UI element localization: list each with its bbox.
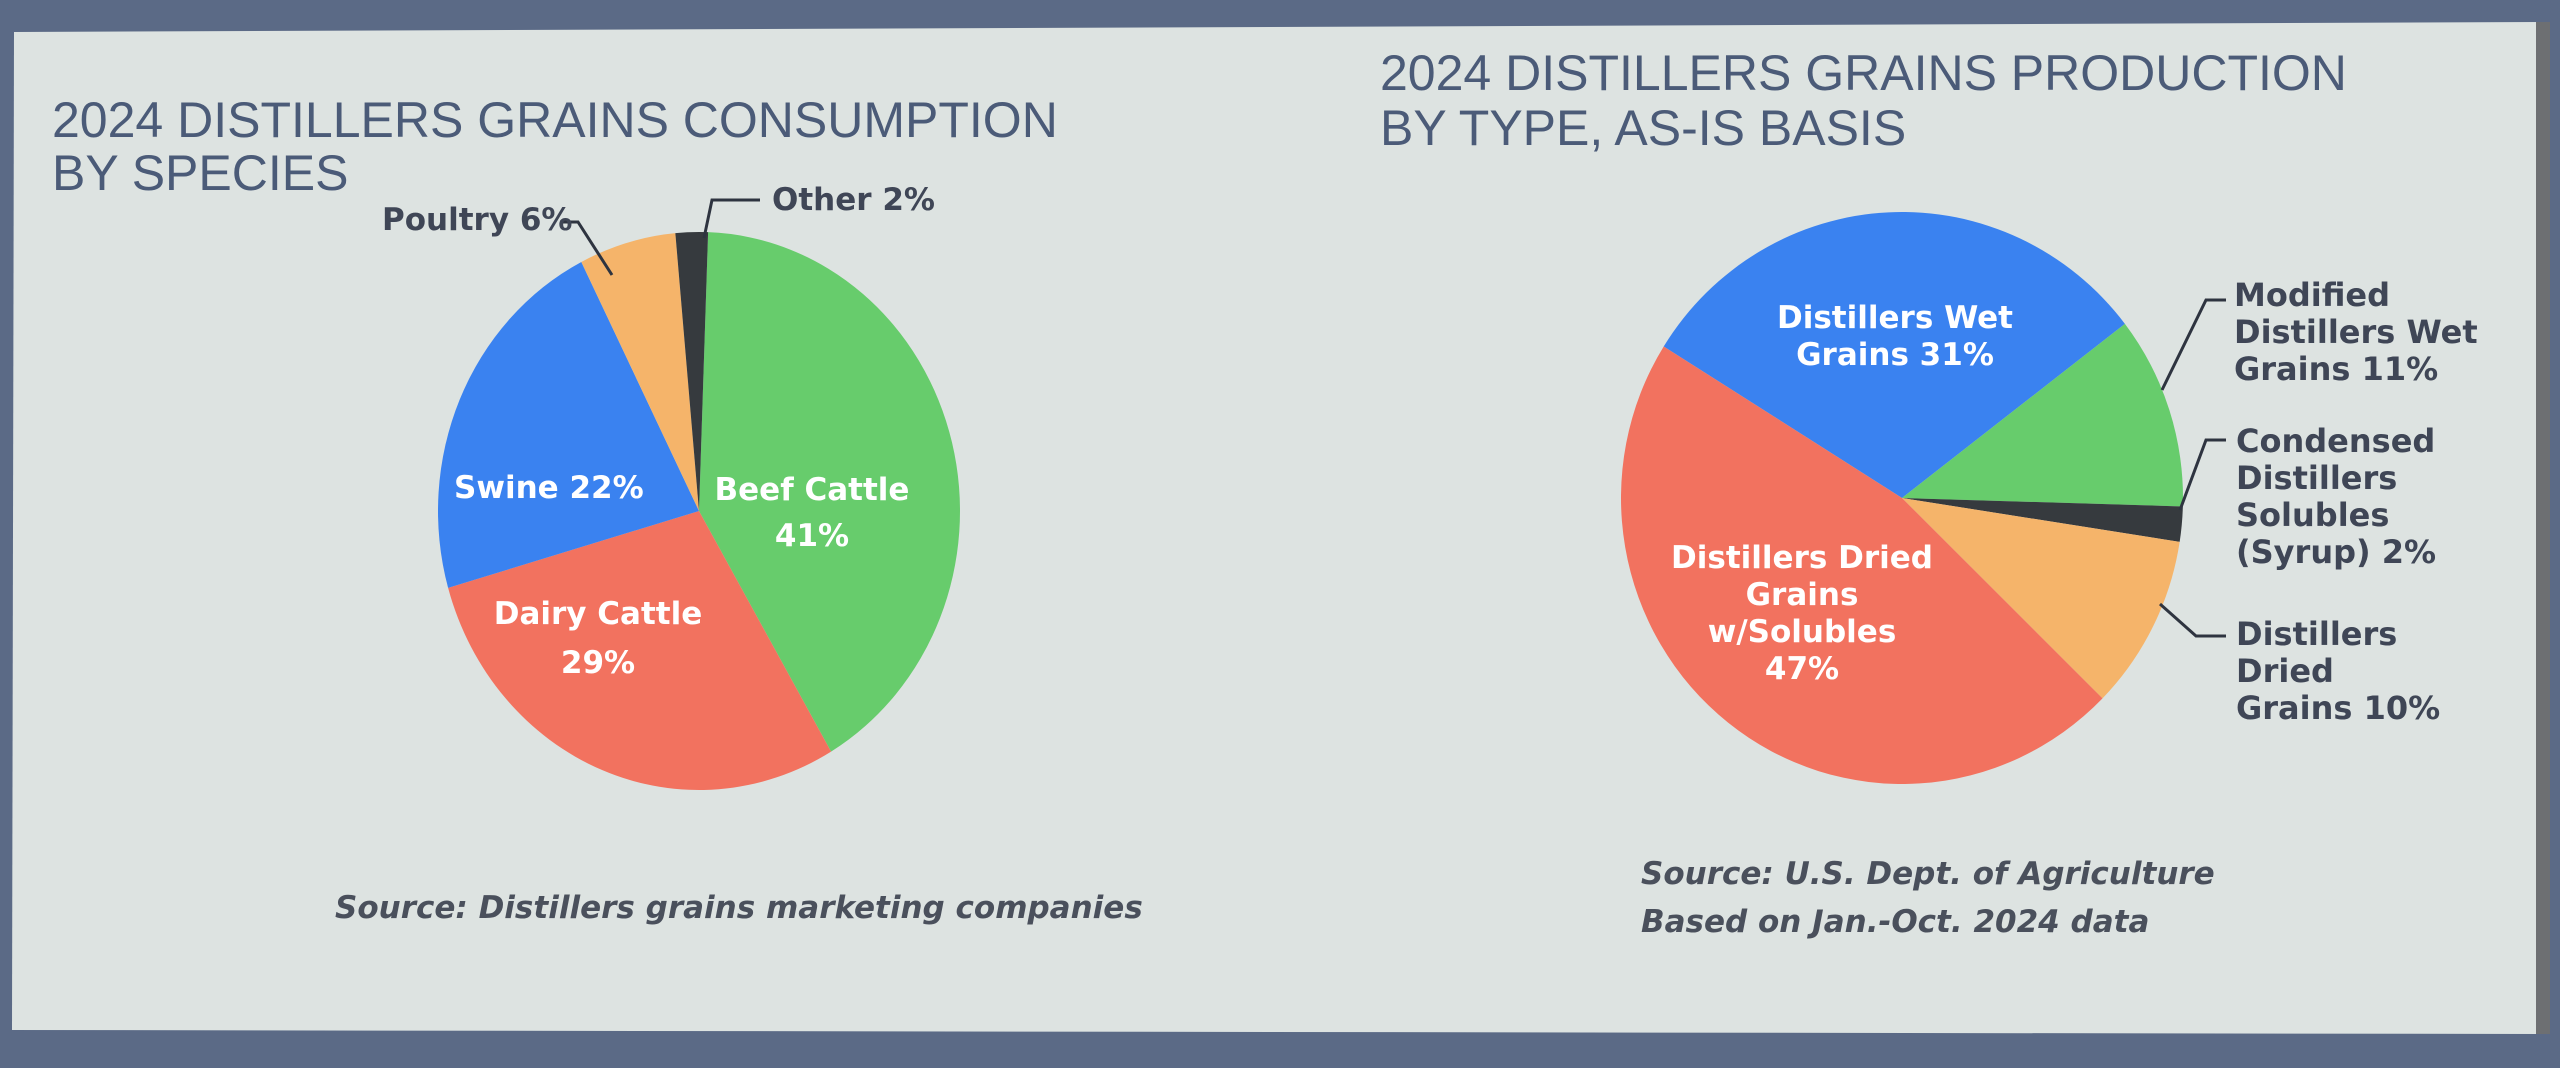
dried-grains-leader-line: [2159, 602, 2226, 638]
consumption-chart: 2024 DISTILLERS GRAINS CONSUMPTION BY SP…: [52, 92, 1143, 926]
pie-slice-distillers-dried-grains-with-solubles: [1620, 346, 2103, 785]
source-note-line-1: Source: U.S. Dept. of Agriculture: [1641, 856, 2215, 892]
label-dairy-cattle: Dairy Cattle: [494, 596, 703, 632]
consumption-pie: [438, 232, 960, 790]
label-condensed-distillers-solubles-line: Condensed: [2236, 422, 2435, 460]
syrup-leader-line: [2178, 438, 2226, 511]
production-chart: 2024 DISTILLERS GRAINS PRODUCTION BY TYP…: [1380, 45, 2478, 940]
label-distillers-dried-grains-with-solubles-line: Grains: [1746, 577, 1859, 613]
other-leader-line: [702, 198, 760, 239]
pie-slice-beef-cattle: [699, 232, 960, 752]
label-dairy-cattle-pct: 29%: [561, 645, 635, 681]
pie-slice-distillers-wet-grains: [1663, 211, 2125, 498]
pie-slice-modified-distillers-wet-grains: [1902, 323, 2184, 507]
label-condensed-distillers-solubles-line: Distillers: [2236, 459, 2397, 497]
chart-title-line-1: 2024 DISTILLERS GRAINS PRODUCTION: [1380, 45, 2347, 101]
chart-title-line-1: 2024 DISTILLERS GRAINS CONSUMPTION: [52, 92, 1058, 148]
label-other: Other 2%: [772, 182, 935, 218]
poultry-leader-line: [560, 220, 614, 276]
label-distillers-wet-grains-line: Distillers Wet: [1777, 300, 2013, 336]
modified-wet-leader-line: [2160, 298, 2226, 391]
label-distillers-dried-grains-with-solubles-line: Distillers Dried: [1671, 540, 1933, 576]
label-beef-cattle: Beef Cattle: [715, 472, 910, 508]
source-note: Source: Distillers grains marketing comp…: [335, 890, 1143, 926]
label-poultry: Poultry 6%: [382, 202, 572, 238]
pie-slice-distillers-dried-grains: [1902, 498, 2180, 699]
label-distillers-dried-grains-with-solubles-line: 47%: [1765, 651, 1839, 687]
label-modified-distillers-wet-grains-line: Distillers Wet: [2234, 313, 2478, 351]
label-condensed-distillers-solubles-line: (Syrup) 2%: [2236, 533, 2436, 571]
label-modified-distillers-wet-grains-line: Modified: [2234, 276, 2390, 314]
production-pie: [1620, 211, 2184, 785]
chart-title-line-2: BY SPECIES: [52, 145, 348, 201]
chart-title-line-2: BY TYPE, AS-IS BASIS: [1380, 100, 1906, 156]
screen-edge: [2536, 22, 2550, 1034]
label-modified-distillers-wet-grains-line: Grains 11%: [2234, 350, 2438, 388]
label-distillers-dried-grains-line: Grains 10%: [2236, 689, 2440, 727]
label-beef-cattle-pct: 41%: [775, 518, 849, 554]
label-distillers-wet-grains-line: Grains 31%: [1796, 337, 1994, 373]
pie-slice-swine: [438, 261, 699, 588]
label-distillers-dried-grains-line: Distillers: [2236, 615, 2397, 653]
pie-slice-other: [675, 232, 709, 511]
source-note-line-2: Based on Jan.-Oct. 2024 data: [1641, 904, 2149, 940]
label-condensed-distillers-solubles-line: Solubles: [2236, 496, 2389, 534]
pie-slice-condensed-distillers-solubles: [1902, 498, 2183, 542]
label-distillers-dried-grains-line: Dried: [2236, 652, 2334, 690]
pie-slice-poultry: [581, 233, 699, 511]
pie-slice-dairy-cattle: [448, 511, 832, 790]
label-swine: Swine 22%: [454, 470, 644, 506]
label-distillers-dried-grains-with-solubles-line: w/Solubles: [1708, 614, 1897, 650]
